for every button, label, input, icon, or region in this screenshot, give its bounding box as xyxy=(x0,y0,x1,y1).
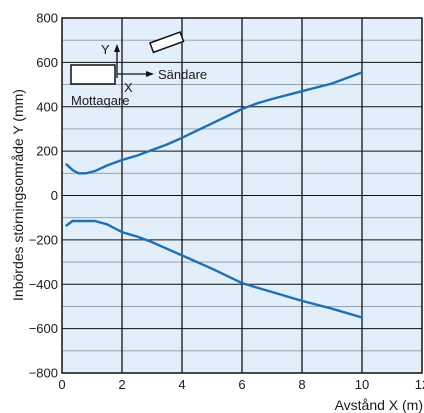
y-axis-title: Inbördes störningsområde Y (mm) xyxy=(10,89,26,301)
inset-y-label: Y xyxy=(101,42,110,57)
x-tick-label: 0 xyxy=(58,377,65,392)
transmitter-label: Sändare xyxy=(158,67,207,82)
x-tick-label: 4 xyxy=(178,377,185,392)
x-tick-label: 12 xyxy=(415,377,424,392)
y-tick-label: 800 xyxy=(36,11,58,26)
receiver-shape xyxy=(70,64,116,85)
x-tick-label: 10 xyxy=(355,377,369,392)
y-tick-label: −200 xyxy=(29,232,58,247)
inset-y-arrowhead xyxy=(114,44,120,52)
sensor-inset: Y X Sändare Mottagare xyxy=(70,31,207,108)
x-tick-label: 8 xyxy=(298,377,305,392)
inset-x-label: X xyxy=(124,80,133,95)
receiver-label: Mottagare xyxy=(71,93,130,108)
y-tick-label: 400 xyxy=(36,99,58,114)
plot-frame xyxy=(61,17,423,374)
y-tick-label: 600 xyxy=(36,55,58,70)
y-tick-label: 0 xyxy=(51,188,58,203)
upper-boundary-line xyxy=(65,71,364,175)
inset-x-arrowhead xyxy=(146,71,154,77)
y-tick-label: −800 xyxy=(29,366,58,381)
y-tick-label: −600 xyxy=(29,321,58,336)
y-tick-label: −400 xyxy=(29,277,58,292)
series-layer xyxy=(65,71,364,319)
x-tick-label: 2 xyxy=(118,377,125,392)
transmitter-shape xyxy=(149,31,185,54)
x-tick-label: 6 xyxy=(238,377,245,392)
lower-boundary-line xyxy=(65,219,364,319)
x-axis-title: Avstånd X (m) xyxy=(335,397,423,413)
tick-labels: 0 2 4 6 8 10 12 800 600 400 200 0 −200 −400 −600 −800 xyxy=(29,11,424,393)
y-tick-label: 200 xyxy=(36,144,58,159)
